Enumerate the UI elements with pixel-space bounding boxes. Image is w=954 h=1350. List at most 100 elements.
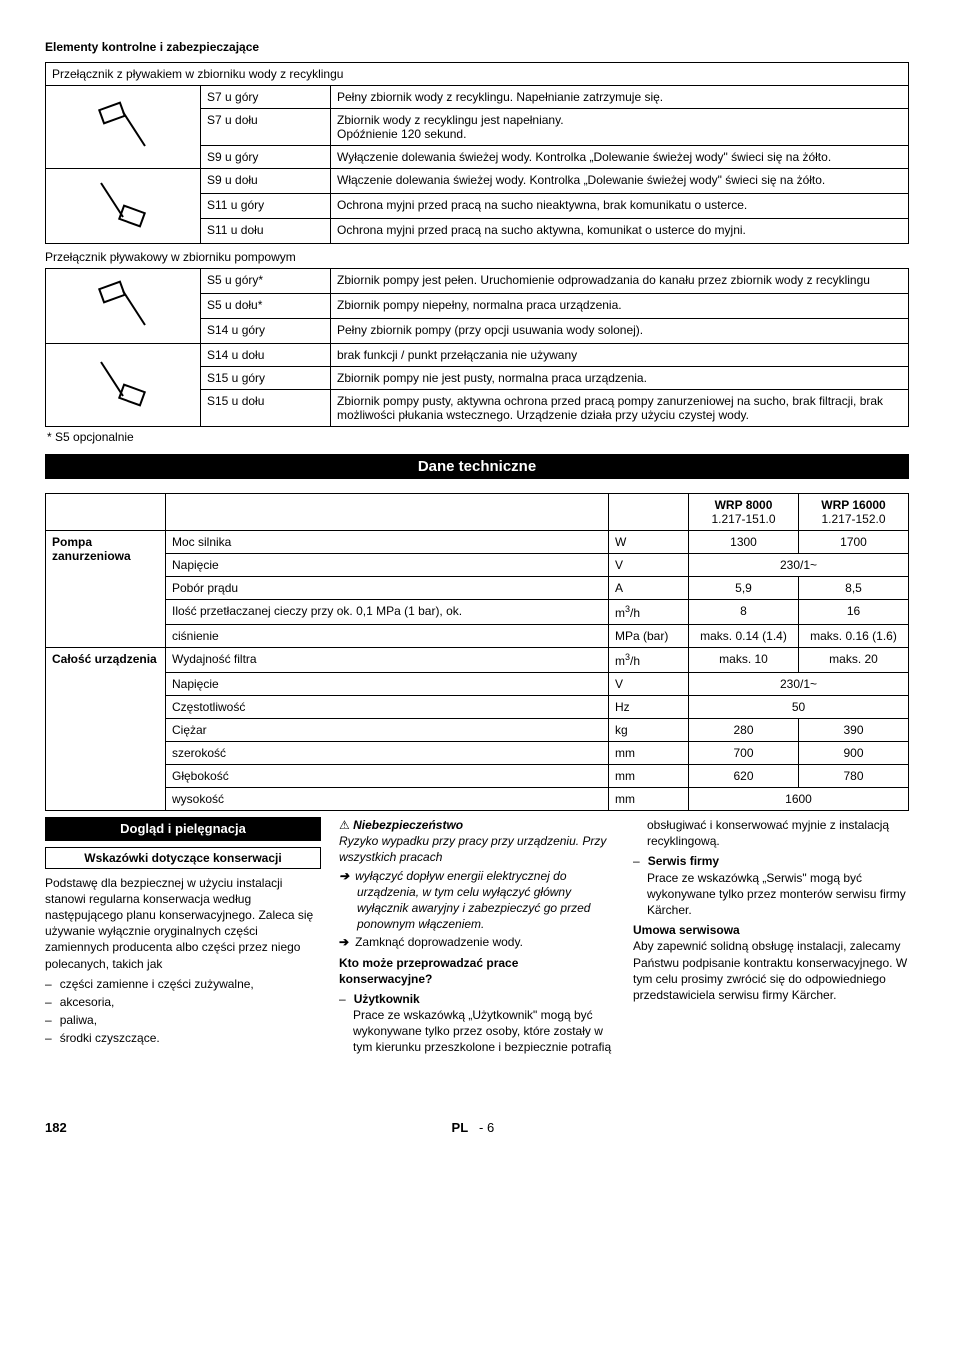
float-down-icon [46, 169, 201, 244]
t2-r2-c2: S14 u góry [201, 319, 331, 344]
t2-r1-c2: S5 u dołu* [201, 294, 331, 319]
t1-r2-c2: S9 u góry [201, 146, 331, 169]
t2-r2-c3: Pełny zbiornik pompy (przy opcji usuwani… [331, 319, 909, 344]
t1-r1-c2: S7 u dołu [201, 109, 331, 146]
care-i1: akcesoria, [45, 994, 321, 1010]
sr2-u: A [609, 577, 689, 600]
t1-r4-c2: S11 u góry [201, 194, 331, 219]
sr2-v1: 5,9 [689, 577, 799, 600]
sr7-u: Hz [609, 696, 689, 719]
t1-r4-c3: Ochrona myjni przed pracą na sucho nieak… [331, 194, 909, 219]
sr3-v2: 16 [799, 600, 909, 625]
care-box: Wskazówki dotyczące konserwacji [45, 847, 321, 869]
footer-lang: PL [452, 1120, 469, 1135]
sr0-l: Moc silnika [166, 531, 609, 554]
sr9-l: szerokość [166, 742, 609, 765]
t2-r5-c3: Zbiornik pompy pusty, aktywna ochrona pr… [331, 390, 909, 427]
sr6-l: Napięcie [166, 673, 609, 696]
care-list: części zamienne i części zużywalne, akce… [45, 976, 321, 1047]
sr3-u: m3/h [609, 600, 689, 625]
sr2-l: Pobór prądu [166, 577, 609, 600]
sr11-s: 1600 [689, 788, 909, 811]
danger-a2: Zamknąć doprowadzenie wody. [339, 934, 615, 950]
footer-sub: - 6 [479, 1120, 494, 1135]
warning-icon: ⚠ [339, 818, 350, 832]
col3-ct: Aby zapewnić solidną obsługę instalacji,… [633, 938, 909, 1003]
danger-a1: wyłączyć dopływ energii elektrycznej do … [339, 868, 615, 933]
sr2-v2: 8,5 [799, 577, 909, 600]
sr7-l: Częstotliwość [166, 696, 609, 719]
float-up-icon-2 [46, 269, 201, 344]
sr5-u: m3/h [609, 648, 689, 673]
t1-r1-c3: Zbiornik wody z recyklingu jest napełnia… [331, 109, 909, 146]
spec-m1: WRP 8000 [715, 498, 773, 512]
sr4-v2: maks. 0.16 (1.6) [799, 625, 909, 648]
spec-m2: WRP 16000 [821, 498, 885, 512]
t2-r1-c3: Zbiornik pompy niepełny, normalna praca … [331, 294, 909, 319]
col3-s: Serwis firmy [648, 854, 719, 868]
sr11-u: mm [609, 788, 689, 811]
care-p1: Podstawę dla bezpiecznej w użyciu instal… [45, 875, 321, 972]
sr8-u: kg [609, 719, 689, 742]
t2-r3-c3: brak funkcji / punkt przełączania nie uż… [331, 344, 909, 367]
sr4-u: MPa (bar) [609, 625, 689, 648]
danger-q: Kto może przeprowadzać prace konserwacyj… [339, 955, 615, 987]
spec-m1s: 1.217-151.0 [711, 512, 775, 526]
care-i2: paliwa, [45, 1012, 321, 1028]
float-switch-table-1: Przełącznik z pływakiem w zbiorniku wody… [45, 62, 909, 244]
spec-group2: Całość urządzenia [46, 648, 166, 811]
t1-r5-c2: S11 u dołu [201, 219, 331, 244]
spec-table: WRP 80001.217-151.0 WRP 160001.217-152.0… [45, 493, 909, 811]
col3-st: Prace ze wskazówką „Serwis" mogą być wyk… [647, 870, 909, 919]
care-i3: środki czyszczące. [45, 1030, 321, 1046]
sr4-l: ciśnienie [166, 625, 609, 648]
danger-u: Użytkownik [354, 992, 420, 1006]
sr5-v2: maks. 20 [799, 648, 909, 673]
sr10-l: Głębokość [166, 765, 609, 788]
sr1-u: V [609, 554, 689, 577]
sr9-v2: 900 [799, 742, 909, 765]
t2-r4-c3: Zbiornik pompy nie jest pusty, normalna … [331, 367, 909, 390]
sr8-v2: 390 [799, 719, 909, 742]
t2-r4-c2: S15 u góry [201, 367, 331, 390]
t2-r5-c2: S15 u dołu [201, 390, 331, 427]
sr1-l: Napięcie [166, 554, 609, 577]
sr0-u: W [609, 531, 689, 554]
col3-cont: obsługiwać i konserwować myjnie z instal… [633, 817, 909, 849]
sr7-s: 50 [689, 696, 909, 719]
danger-ut: Prace ze wskazówką „Użytkownik" mogą być… [353, 1007, 615, 1056]
care-i0: części zamienne i części zużywalne, [45, 976, 321, 992]
spec-group1: Pompa zanurzeniowa [46, 531, 166, 648]
t2-r0-c3: Zbiornik pompy jest pełen. Uruchomienie … [331, 269, 909, 294]
sr6-s: 230/1~ [689, 673, 909, 696]
sr9-u: mm [609, 742, 689, 765]
spec-heading: Dane techniczne [45, 454, 909, 479]
t1-r0-c3: Pełny zbiornik wody z recyklingu. Napełn… [331, 86, 909, 109]
float-down-icon-2 [46, 344, 201, 427]
danger-p1: Ryzyko wypadku przy pracy przy urządzeni… [339, 833, 615, 865]
sr1-s: 230/1~ [689, 554, 909, 577]
sr10-v2: 780 [799, 765, 909, 788]
sr9-v1: 700 [689, 742, 799, 765]
section-heading: Elementy kontrolne i zabezpieczające [45, 40, 909, 54]
sr10-v1: 620 [689, 765, 799, 788]
care-title: Dogląd i pielęgnacja [45, 817, 321, 841]
sr3-l: Ilość przetłaczanej cieczy przy ok. 0,1 … [166, 600, 609, 625]
col3-contract: Umowa serwisowa [633, 922, 909, 938]
t1-r5-c3: Ochrona myjni przed pracą na sucho aktyw… [331, 219, 909, 244]
table1-caption: Przełącznik z pływakiem w zbiorniku wody… [46, 63, 909, 86]
table2-caption: Przełącznik pływakowy w zbiorniku pompow… [45, 246, 909, 268]
sr6-u: V [609, 673, 689, 696]
sr0-v1: 1300 [689, 531, 799, 554]
sr5-v1: maks. 10 [689, 648, 799, 673]
t1-r3-c2: S9 u dołu [201, 169, 331, 194]
sr4-v1: maks. 0.14 (1.4) [689, 625, 799, 648]
spec-m2s: 1.217-152.0 [821, 512, 885, 526]
sr5-l: Wydajność filtra [166, 648, 609, 673]
sr8-l: Ciężar [166, 719, 609, 742]
sr11-l: wysokość [166, 788, 609, 811]
sr3-v1: 8 [689, 600, 799, 625]
page-footer: 182 PL - 6 [45, 1120, 909, 1135]
t1-r0-c2: S7 u góry [201, 86, 331, 109]
t1-r2-c3: Wyłączenie dolewania świeżej wody. Kontr… [331, 146, 909, 169]
